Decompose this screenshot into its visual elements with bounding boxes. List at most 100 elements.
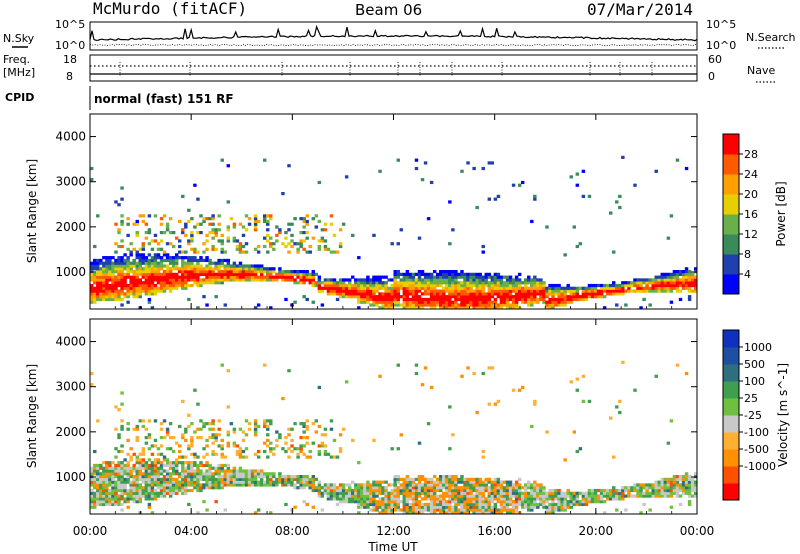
power-cell (211, 214, 215, 218)
power-cell (463, 275, 467, 279)
velocity-cell (168, 480, 173, 484)
power-cell (105, 264, 109, 268)
velocity-cell (581, 399, 586, 403)
power-cell (429, 272, 434, 276)
velocity-cell (338, 500, 343, 504)
power-cell (366, 283, 370, 288)
velocity-cell (335, 502, 340, 507)
velocity-cell (266, 419, 270, 423)
velocity-cell (284, 502, 288, 507)
power-cell (351, 233, 355, 237)
velocity-cell (117, 463, 121, 468)
power-cell (105, 289, 109, 293)
power-cell (329, 289, 334, 293)
noise-strip: N.Sky 10^5 10^0 10^5 10^0 N.Search (3, 18, 796, 52)
velocity-cell (402, 505, 407, 509)
velocity-cell (232, 430, 237, 434)
velocity-cell (533, 494, 537, 498)
power-cell (423, 275, 428, 279)
velocity-cell (326, 494, 331, 498)
velocity-cell (575, 491, 580, 495)
power-cell (360, 281, 364, 285)
power-cell (241, 267, 246, 271)
power-cell (232, 261, 237, 265)
power-cell (563, 295, 567, 299)
power-cell (384, 289, 388, 293)
velocity-cell (96, 497, 100, 501)
power-cell (238, 242, 243, 246)
power-cell (684, 278, 689, 282)
power-cell (217, 264, 221, 268)
velocity-cell (290, 483, 294, 487)
velocity-colorbar-box (723, 398, 739, 416)
power-cell (141, 281, 146, 285)
velocity-cell (432, 508, 437, 512)
velocity-cell (599, 494, 604, 498)
velocity-cell (341, 486, 346, 490)
velocity-cell (171, 477, 176, 481)
power-cell (117, 256, 121, 260)
velocity-cell (354, 483, 358, 487)
velocity-cell (505, 502, 510, 507)
power-cell (90, 178, 94, 182)
power-cell (272, 247, 276, 251)
velocity-cell (499, 508, 504, 512)
velocity-cell (168, 472, 173, 476)
power-cell (693, 275, 698, 279)
velocity-cell (311, 486, 315, 490)
velocity-cell (687, 500, 692, 504)
velocity-cell (524, 486, 528, 490)
power-cell (442, 297, 446, 302)
velocity-cell (205, 452, 209, 456)
power-cell (408, 275, 413, 279)
power-cell (693, 289, 698, 293)
velocity-cell (208, 469, 212, 473)
power-cell (214, 295, 218, 299)
velocity-cell (317, 491, 322, 495)
velocity-cell (96, 475, 100, 479)
power-cell (605, 286, 610, 290)
power-cell (147, 267, 152, 271)
power-cell (335, 297, 340, 302)
velocity-cell (123, 486, 127, 490)
power-cell (120, 261, 124, 265)
velocity-cell (666, 486, 671, 490)
velocity-cell (511, 483, 516, 487)
power-cell (542, 283, 546, 288)
power-cell (135, 231, 139, 235)
power-cell (165, 275, 170, 279)
power-cell (454, 295, 458, 299)
velocity-cell (542, 505, 546, 509)
velocity-cell (123, 463, 127, 468)
velocity-cell (117, 488, 121, 493)
velocity-cell (269, 483, 273, 487)
power-cell (223, 270, 227, 274)
power-cell (490, 295, 495, 299)
power-cell (460, 270, 464, 274)
velocity-cell (341, 427, 346, 431)
power-cell (487, 306, 492, 310)
power-cell (633, 283, 637, 288)
power-cell (508, 283, 513, 288)
power-cell (105, 297, 109, 302)
power-cell (272, 242, 276, 246)
velocity-cell (220, 447, 224, 451)
velocity-cell (168, 461, 173, 465)
velocity-cell (472, 511, 476, 515)
velocity-colorbar-box (723, 364, 739, 382)
power-cell (408, 289, 413, 293)
velocity-cell (432, 502, 437, 507)
velocity-cell (111, 475, 115, 479)
velocity-cell (250, 477, 255, 481)
power-cell (466, 278, 470, 282)
velocity-cell (460, 502, 464, 507)
velocity-cell (135, 469, 139, 473)
velocity-cell (93, 486, 97, 490)
power-cell (612, 283, 616, 288)
velocity-cell (657, 494, 661, 498)
velocity-cell (466, 508, 470, 512)
velocity-cell (105, 491, 109, 495)
velocity-cell (587, 491, 592, 495)
power-cell (454, 306, 458, 310)
